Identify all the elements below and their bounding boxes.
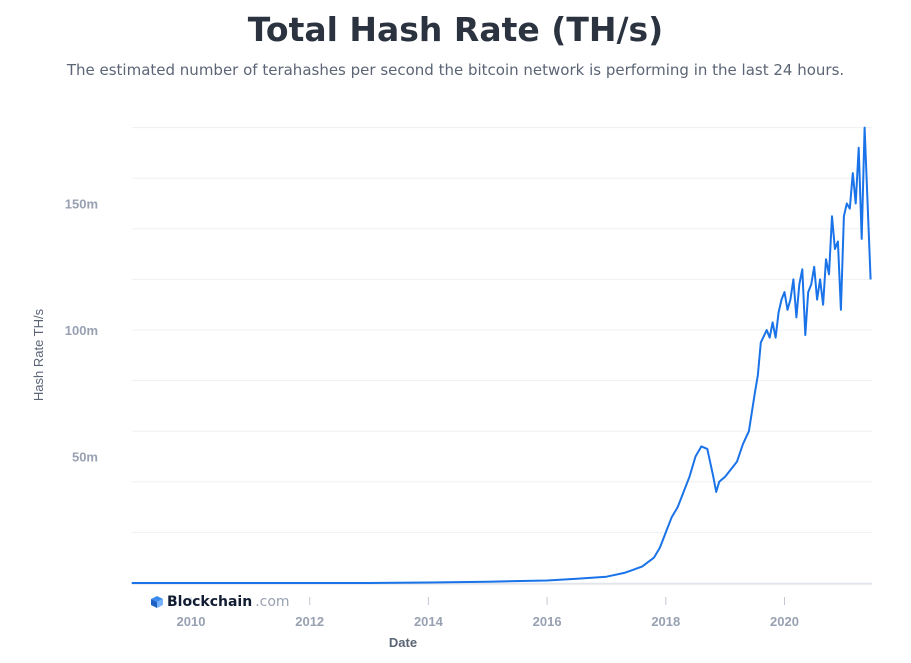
- chart-subtitle: The estimated number of terahashes per s…: [66, 61, 845, 79]
- hash-rate-line: [131, 126, 872, 584]
- x-tick-label: 2020: [770, 614, 799, 629]
- x-tick-label: 2012: [295, 614, 324, 629]
- x-ticks: 2010 2012 2014 2016 2018 2020: [177, 597, 799, 629]
- x-tick-label: 2014: [414, 614, 444, 629]
- x-axis-label: Date: [389, 635, 417, 650]
- y-tick-labels: 50m 100m 150m: [65, 197, 98, 465]
- blockchain-cube-icon: [151, 596, 163, 608]
- blockchain-logo: Blockchain .com: [150, 594, 290, 610]
- x-tick-label: 2010: [177, 614, 206, 629]
- y-axis-label: Hash Rate TH/s: [31, 308, 46, 401]
- brand-suffix: .com: [255, 594, 290, 610]
- y-tick-label: 100m: [65, 323, 98, 338]
- brand-name: Blockchain: [167, 594, 253, 610]
- chart-title: Total Hash Rate (TH/s): [247, 10, 664, 49]
- y-tick-label: 150m: [65, 197, 98, 212]
- grid-lines: [132, 127, 872, 584]
- y-tick-label: 50m: [72, 450, 98, 465]
- x-tick-label: 2018: [651, 614, 680, 629]
- x-tick-label: 2016: [533, 614, 562, 629]
